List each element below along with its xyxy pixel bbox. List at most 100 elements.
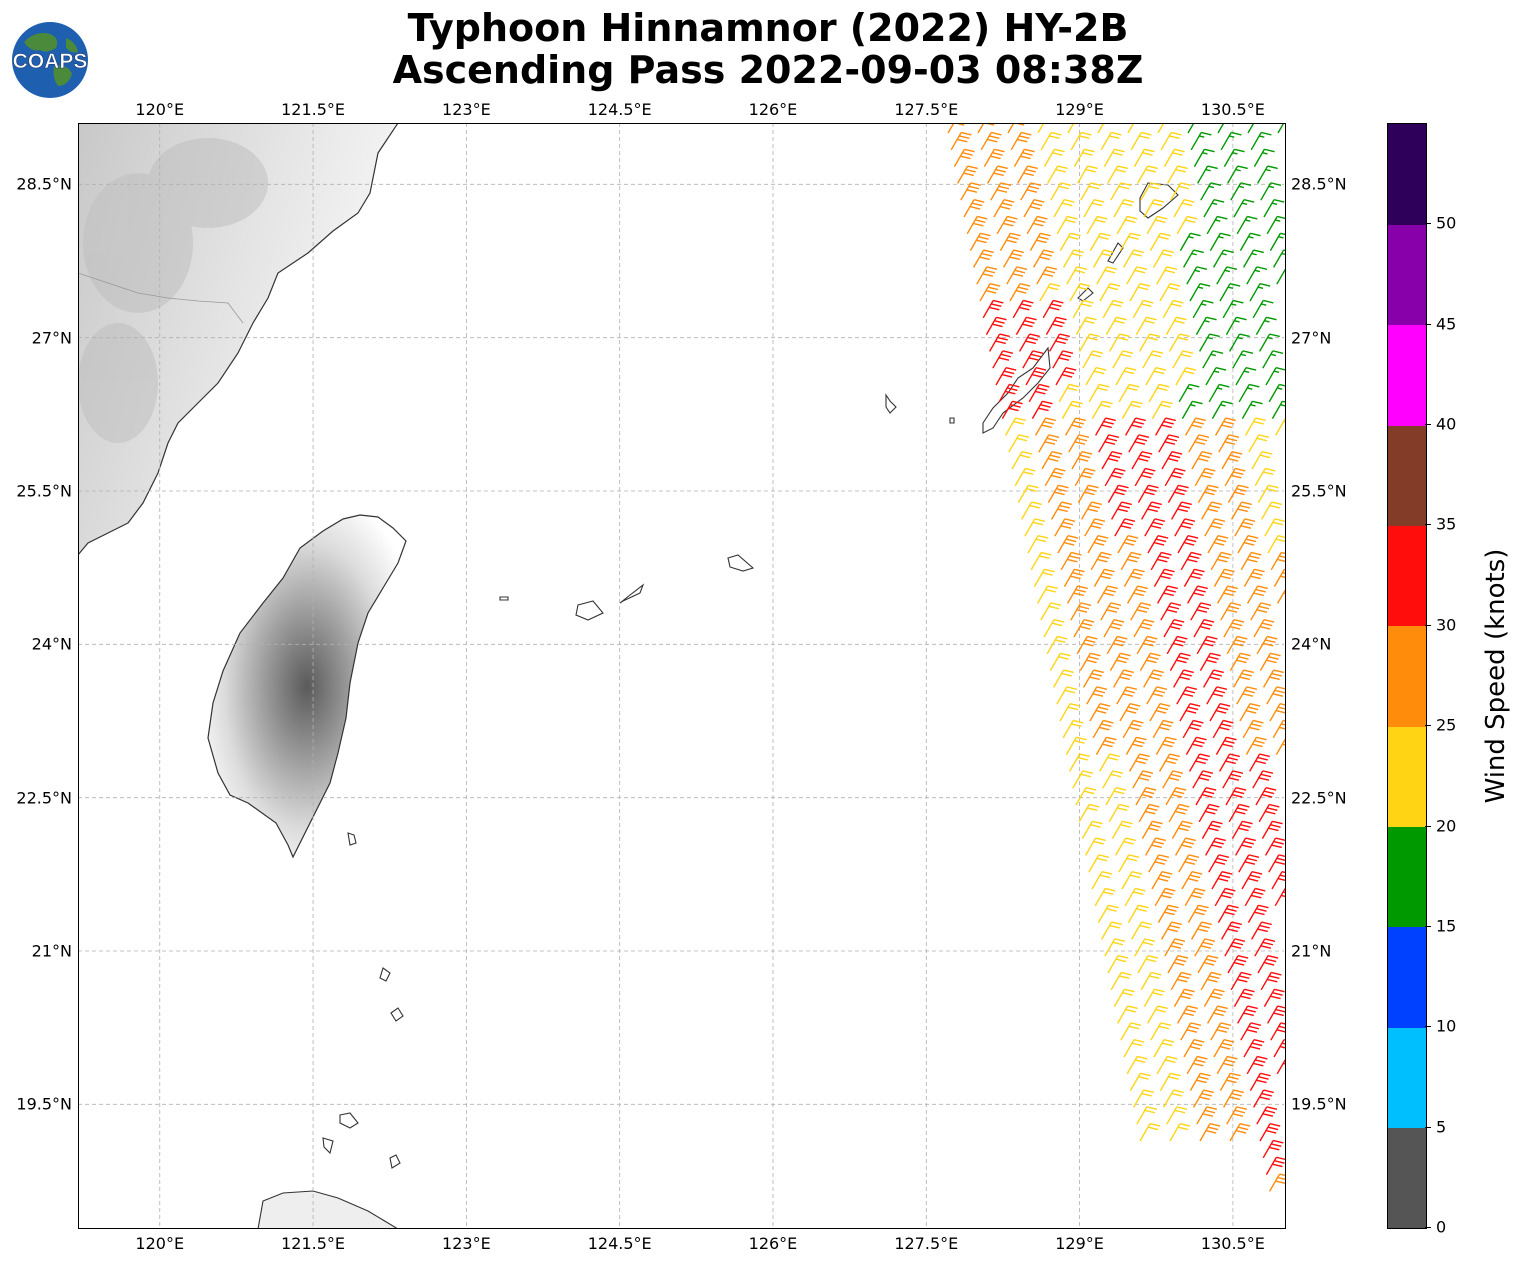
wind-barb	[1206, 686, 1228, 705]
wind-barb	[1212, 249, 1234, 268]
wind-barb	[1230, 501, 1252, 520]
wind-barb	[1068, 434, 1090, 453]
wind-barb	[1103, 148, 1125, 167]
wind-barb	[1241, 870, 1263, 890]
wind-barb	[1174, 837, 1196, 856]
wind-barb	[1192, 299, 1214, 319]
wind-barb	[1153, 568, 1175, 587]
wind-barb	[1189, 1072, 1211, 1091]
wind-barb	[1275, 736, 1286, 755]
wind-barb	[1098, 434, 1120, 453]
wind-barb	[1081, 820, 1103, 839]
wind-barb	[1191, 450, 1213, 470]
wind-barb	[1096, 266, 1118, 285]
wind-barb	[1142, 350, 1164, 369]
wind-barb	[1263, 198, 1285, 218]
wind-barb	[1256, 165, 1278, 184]
wind-barb	[1231, 820, 1253, 839]
wind-barb	[1263, 988, 1285, 1007]
wind-barb	[1092, 719, 1114, 739]
wind-barb	[1144, 518, 1166, 537]
wind-barb	[1246, 266, 1268, 285]
lon-tick-label-top: 120°E	[135, 100, 185, 119]
wind-barb	[1256, 1106, 1278, 1125]
wind-barb	[1118, 383, 1140, 403]
wind-barb	[1093, 568, 1115, 587]
wind-barb	[1147, 534, 1169, 554]
wind-barb	[999, 232, 1021, 251]
wind-barb	[1250, 602, 1272, 621]
wind-barb	[1020, 182, 1042, 201]
wind-barb	[1250, 131, 1272, 151]
wind-barb	[1163, 148, 1185, 167]
wind-barb	[1208, 383, 1230, 403]
colorbar-tick	[1425, 1026, 1431, 1028]
wind-barb	[1200, 182, 1222, 201]
wind-barb	[1255, 316, 1277, 335]
wind-barb	[1061, 400, 1083, 419]
lon-tick-label-top: 123°E	[442, 100, 491, 119]
wind-barb	[1196, 165, 1218, 184]
lat-tick-label-right: 21°N	[1291, 941, 1332, 961]
wind-barb	[1072, 770, 1094, 789]
wind-barb	[1248, 434, 1270, 453]
wind-barb	[1190, 602, 1212, 621]
wind-barb	[1103, 618, 1125, 638]
wind-barb	[1197, 484, 1219, 503]
wind-barb	[972, 249, 994, 268]
wind-barb	[1157, 904, 1179, 923]
wind-barb	[1054, 518, 1076, 537]
wind-barb	[1265, 1156, 1286, 1175]
wind-barb	[1134, 467, 1156, 487]
wind-barb	[1159, 282, 1181, 302]
wind-barb	[1178, 854, 1200, 873]
wind-barb	[1189, 282, 1211, 302]
wind-barb	[1152, 719, 1174, 739]
lon-tick-label-top: 126°E	[748, 100, 798, 119]
lon-tick-label-top: 129°E	[1055, 100, 1104, 119]
colorbar-segment	[1388, 1127, 1426, 1229]
wind-barb	[1138, 803, 1160, 823]
colorbar-tick	[1425, 223, 1431, 225]
wind-barb	[1158, 753, 1180, 772]
wind-barb	[1254, 467, 1276, 487]
wind-barb	[1247, 123, 1255, 134]
wind-barb	[1166, 1106, 1188, 1125]
wind-barb	[1258, 803, 1280, 823]
wind-barb	[1045, 316, 1067, 335]
wind-barb	[1265, 366, 1286, 386]
wind-barb	[1179, 232, 1201, 251]
wind-barb	[1164, 938, 1186, 957]
wind-barb	[1240, 551, 1262, 571]
wind-barb	[1104, 938, 1126, 957]
lat-tick-label-right: 22.5°N	[1291, 788, 1347, 808]
wind-barb	[1132, 1089, 1154, 1108]
wind-barb	[1097, 904, 1119, 923]
wind-barb	[1046, 165, 1068, 184]
lat-tick-label-left: 21°N	[31, 941, 72, 961]
wind-barb	[1119, 232, 1141, 251]
wind-barb	[1224, 467, 1246, 487]
wind-barb	[1266, 1005, 1286, 1024]
wind-barb	[1239, 232, 1261, 251]
wind-barb	[1233, 988, 1255, 1007]
wind-barb	[983, 148, 1005, 167]
wind-barb	[1172, 350, 1194, 369]
title-line-1: Typhoon Hinnamnor (2022) HY-2B	[407, 6, 1129, 50]
wind-barb	[1273, 1038, 1286, 1058]
wind-barb	[1065, 736, 1087, 755]
colorbar-tick-label: 5	[1436, 1117, 1447, 1137]
wind-barb	[1134, 938, 1156, 957]
wind-barb	[1238, 383, 1260, 403]
wind-barb	[1188, 753, 1210, 772]
wind-barb	[1236, 215, 1258, 235]
wind-barb	[1223, 618, 1245, 638]
wind-barb	[1260, 971, 1282, 991]
wind-barb	[1117, 534, 1139, 554]
taiwan-island	[207, 514, 407, 859]
wind-barb	[1123, 568, 1145, 587]
wind-barb	[1140, 501, 1162, 520]
wind-barb	[1262, 669, 1284, 688]
wind-barb	[1209, 232, 1231, 251]
wind-barb	[1080, 182, 1102, 201]
